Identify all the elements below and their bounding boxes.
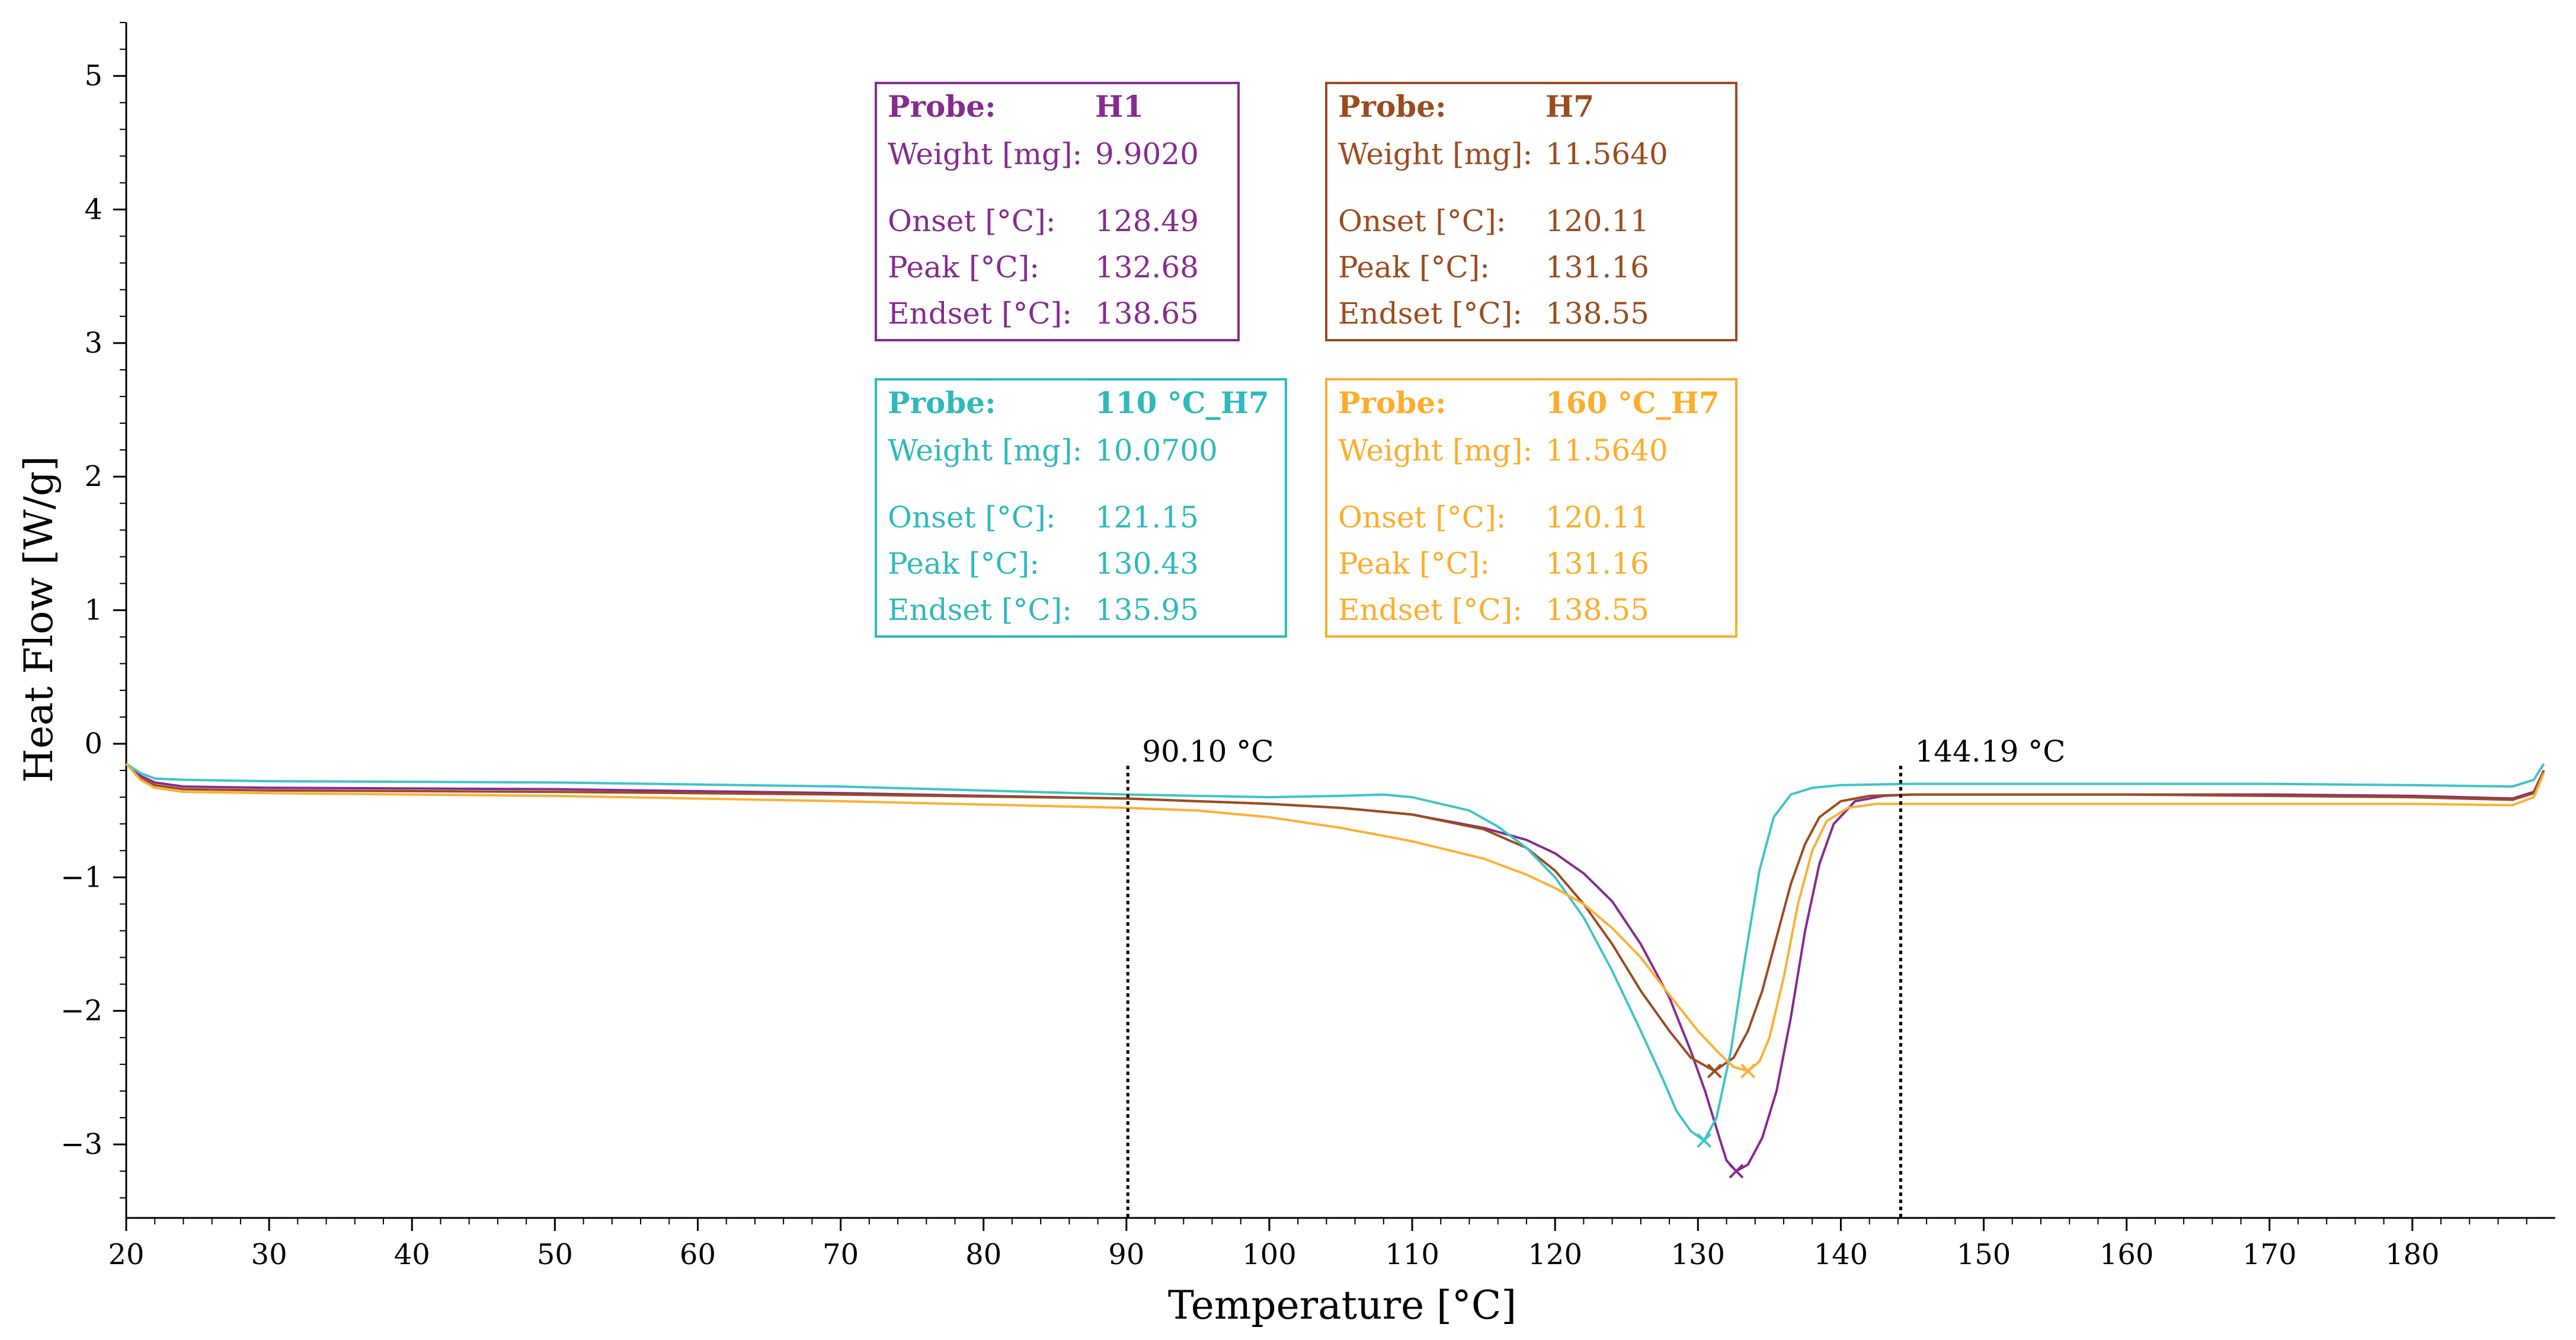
probe-label: Probe: <box>888 385 996 420</box>
endset-value: 138.65 <box>1095 296 1199 331</box>
peak-value: 130.43 <box>1095 546 1199 581</box>
endset-value: 138.55 <box>1545 593 1649 627</box>
peak-marker <box>1740 1063 1756 1079</box>
weight-value: 11.5640 <box>1545 433 1668 468</box>
peak-label: Peak [°C]: <box>1338 546 1490 581</box>
x-tick-label: 30 <box>251 1238 287 1271</box>
peak-label: Peak [°C]: <box>1338 250 1490 284</box>
endset-label: Endset [°C]: <box>888 593 1072 627</box>
series-line <box>125 763 2545 1173</box>
temperature-marker-label: 144.19 °C <box>1915 734 2065 769</box>
probe-value: 110 °C_H7 <box>1095 385 1269 420</box>
probe-value: H1 <box>1095 89 1144 124</box>
series-line <box>125 763 2545 1073</box>
x-tick-label: 140 <box>1814 1238 1868 1271</box>
y-axis-title: Heat Flow [W/g] <box>16 456 62 782</box>
weight-label: Weight [mg]: <box>888 433 1082 468</box>
onset-value: 121.15 <box>1095 500 1199 535</box>
x-tick-label: 70 <box>823 1238 859 1271</box>
probe-value: H7 <box>1545 89 1594 124</box>
x-ticks: 20 30 40 50 60 70 80 90 100 110 120 130 140 150 160 170… <box>108 1218 2527 1271</box>
info-box: Probe: 110 °C_H7 Weight [mg]: 10.0700 Onset … <box>875 378 1287 638</box>
probe-label: Probe: <box>1338 385 1447 420</box>
info-box-frame <box>1325 378 1737 638</box>
onset-label: Onset [°C]: <box>888 204 1056 238</box>
endset-label: Endset [°C]: <box>1338 593 1522 627</box>
weight-label: Weight [mg]: <box>1338 433 1532 468</box>
temperature-markers: 90.10 °C 144.19 °C <box>1126 734 2066 1218</box>
x-tick-label: 40 <box>394 1238 430 1271</box>
y-tick-label: 4 <box>84 193 103 226</box>
onset-value: 128.49 <box>1095 204 1199 238</box>
y-tick-label: −1 <box>60 861 103 894</box>
peak-value: 132.68 <box>1095 250 1199 284</box>
temperature-marker-label: 90.10 °C <box>1142 734 1273 769</box>
endset-value: 138.55 <box>1545 296 1649 331</box>
info-boxes: Probe: H1 Weight [mg]: 9.9020 Onset [°C]: 128… <box>875 82 1737 638</box>
axes <box>125 23 2555 1219</box>
x-tick-label: 120 <box>1528 1238 1582 1271</box>
peak-marker <box>1697 1133 1712 1148</box>
info-box: Probe: H1 Weight [mg]: 9.9020 Onset [°C]: 128… <box>875 82 1240 341</box>
onset-label: Onset [°C]: <box>1338 204 1506 238</box>
weight-value: 10.0700 <box>1095 433 1218 468</box>
info-box-frame <box>875 82 1240 341</box>
peak-value: 131.16 <box>1545 250 1649 284</box>
x-tick-label: 160 <box>2100 1238 2154 1271</box>
x-tick-label: 150 <box>1957 1238 2011 1271</box>
info-box: Probe: 160 °C_H7 Weight [mg]: 11.5640 Onset … <box>1325 378 1737 638</box>
onset-label: Onset [°C]: <box>888 500 1056 535</box>
info-box-frame <box>1325 82 1737 341</box>
endset-value: 135.95 <box>1095 593 1199 627</box>
y-tick-label: 1 <box>84 594 103 627</box>
x-tick-label: 60 <box>680 1238 716 1271</box>
weight-value: 11.5640 <box>1545 137 1668 171</box>
endset-label: Endset [°C]: <box>1338 296 1522 331</box>
onset-value: 120.11 <box>1545 204 1649 238</box>
probe-value: 160 °C_H7 <box>1545 385 1720 420</box>
x-tick-label: 180 <box>2385 1238 2440 1271</box>
x-tick-label: 100 <box>1242 1238 1297 1271</box>
x-tick-label: 50 <box>537 1238 573 1271</box>
y-tick-label: 0 <box>84 727 103 760</box>
x-tick-label: 130 <box>1671 1238 1725 1271</box>
y-tick-label: 3 <box>84 327 103 360</box>
x-tick-label: 170 <box>2242 1238 2297 1271</box>
peak-marker <box>1707 1063 1722 1079</box>
weight-label: Weight [mg]: <box>1338 137 1532 171</box>
y-tick-label: −2 <box>60 994 103 1028</box>
weight-label: Weight [mg]: <box>888 137 1082 171</box>
info-box: Probe: H7 Weight [mg]: 11.5640 Onset [°C]: 12… <box>1325 82 1737 341</box>
y-tick-label: −3 <box>60 1128 103 1161</box>
x-tick-label: 80 <box>965 1238 1001 1271</box>
probe-label: Probe: <box>888 89 996 124</box>
weight-value: 9.9020 <box>1095 137 1199 171</box>
peak-label: Peak [°C]: <box>888 546 1039 581</box>
peak-label: Peak [°C]: <box>888 250 1039 284</box>
peak-marker <box>1729 1163 1744 1179</box>
x-tick-label: 110 <box>1385 1238 1439 1271</box>
series-line <box>125 763 2545 1073</box>
onset-label: Onset [°C]: <box>1338 500 1506 535</box>
y-tick-label: 5 <box>84 59 103 92</box>
endset-label: Endset [°C]: <box>888 296 1072 331</box>
x-tick-label: 20 <box>108 1238 144 1271</box>
info-box-frame <box>875 378 1287 638</box>
x-axis-title: Temperature [°C] <box>1168 1283 1516 1328</box>
peak-value: 131.16 <box>1545 546 1649 581</box>
series-line <box>125 763 2545 1143</box>
x-tick-label: 90 <box>1108 1238 1144 1271</box>
curves <box>125 763 2545 1179</box>
y-ticks: −3 −2 −1 0 1 2 3 4 5 <box>60 22 126 1199</box>
onset-value: 120.11 <box>1545 500 1649 535</box>
probe-label: Probe: <box>1338 89 1447 124</box>
y-tick-label: 2 <box>84 460 103 493</box>
